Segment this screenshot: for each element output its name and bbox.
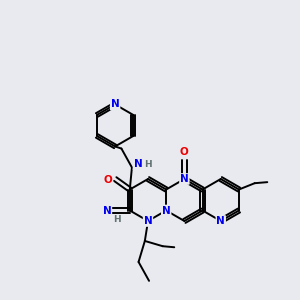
Text: H: H <box>113 215 121 224</box>
Text: N: N <box>134 159 142 170</box>
Text: N: N <box>162 206 171 215</box>
Text: N: N <box>103 206 111 215</box>
Text: O: O <box>180 147 189 157</box>
Text: N: N <box>144 216 152 226</box>
Text: N: N <box>111 99 119 110</box>
Text: N: N <box>180 174 189 184</box>
Text: O: O <box>104 175 112 185</box>
Text: N: N <box>216 216 225 226</box>
Text: H: H <box>144 160 152 169</box>
